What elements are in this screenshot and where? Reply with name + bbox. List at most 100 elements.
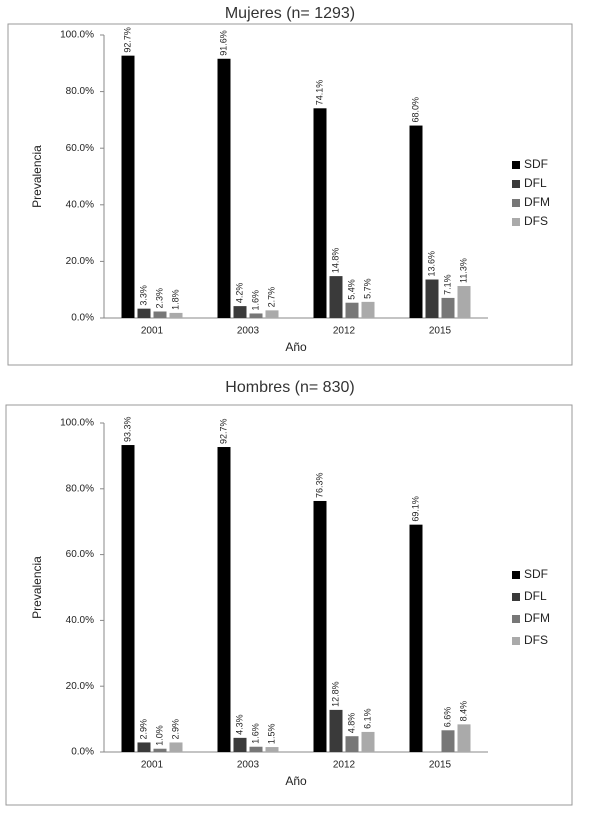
legend-swatch <box>512 615 520 623</box>
legend-label: DFM <box>524 611 550 625</box>
value-label: 4.3% <box>234 714 244 735</box>
value-label: 14.8% <box>330 248 340 274</box>
y-tick-label: 60.0% <box>66 549 94 560</box>
legend-label: DFS <box>524 214 548 228</box>
value-label: 91.6% <box>218 30 228 56</box>
y-tick-label: 20.0% <box>66 256 94 267</box>
x-tick-label: 2012 <box>333 326 356 337</box>
value-label: 2.7% <box>266 287 276 308</box>
legend-swatch <box>512 637 520 645</box>
y-tick-label: 100.0% <box>60 30 94 41</box>
value-label: 5.4% <box>346 279 356 300</box>
value-label: 69.1% <box>410 496 420 522</box>
value-label: 6.1% <box>362 708 372 729</box>
value-label: 1.6% <box>250 723 260 744</box>
bar <box>153 748 167 752</box>
y-tick-label: 80.0% <box>66 86 94 97</box>
bar <box>313 500 327 752</box>
bar <box>441 297 455 318</box>
value-label: 92.7% <box>218 418 228 444</box>
legend-swatch <box>512 161 520 169</box>
bar <box>457 286 471 318</box>
value-label: 1.6% <box>250 290 260 311</box>
bar <box>265 747 279 752</box>
bar <box>169 312 183 318</box>
value-label: 1.5% <box>266 724 276 745</box>
value-label: 93.3% <box>122 417 132 443</box>
value-label: 4.8% <box>346 713 356 734</box>
legend-label: DFM <box>524 195 550 209</box>
y-tick-label: 40.0% <box>66 199 94 210</box>
x-tick-label: 2012 <box>333 760 356 771</box>
legend-label: DFL <box>524 589 547 603</box>
x-tick-label: 2015 <box>429 326 452 337</box>
value-label: 7.1% <box>442 274 452 295</box>
y-tick-label: 0.0% <box>71 747 94 758</box>
bar <box>313 108 327 318</box>
chart-frame <box>5 404 573 806</box>
bar <box>233 737 247 752</box>
bar <box>169 742 183 752</box>
value-label: 8.4% <box>458 701 468 722</box>
y-axis-title: Prevalencia <box>30 145 44 208</box>
bar <box>217 447 231 752</box>
y-tick-label: 40.0% <box>66 615 94 626</box>
value-label: 1.0% <box>154 725 164 746</box>
x-axis-title: Año <box>285 774 307 788</box>
y-tick-label: 80.0% <box>66 483 94 494</box>
value-label: 6.6% <box>442 707 452 728</box>
bar <box>121 55 135 319</box>
bar <box>329 276 343 318</box>
legend-label: DFS <box>524 633 548 647</box>
legend-label: SDF <box>524 567 548 581</box>
chart-frame <box>7 23 573 366</box>
legend-swatch <box>512 218 520 226</box>
bar <box>345 302 359 318</box>
x-tick-label: 2015 <box>429 760 452 771</box>
bar <box>153 311 167 318</box>
bar <box>441 730 455 752</box>
value-label: 4.2% <box>234 283 244 304</box>
legend-label: SDF <box>524 157 548 171</box>
bar <box>265 310 279 318</box>
y-tick-label: 60.0% <box>66 143 94 154</box>
chart-title: Mujeres (n= 1293) <box>225 5 355 22</box>
value-label: 1.8% <box>170 289 180 310</box>
value-label: 5.7% <box>362 278 372 299</box>
bar <box>361 301 375 318</box>
value-label: 3.3% <box>138 285 148 306</box>
bar <box>345 736 359 752</box>
x-tick-label: 2001 <box>141 326 164 337</box>
bar <box>249 746 263 752</box>
legend-label: DFL <box>524 176 547 190</box>
value-label: 92.7% <box>122 27 132 53</box>
y-tick-label: 20.0% <box>66 681 94 692</box>
value-label: 11.3% <box>458 258 468 283</box>
value-label: 76.3% <box>314 472 324 498</box>
bar <box>121 445 135 752</box>
value-label: 12.8% <box>330 681 340 707</box>
bar <box>457 724 471 752</box>
legend-swatch <box>512 199 520 207</box>
value-label: 74.1% <box>314 80 324 106</box>
bar <box>409 524 423 752</box>
bar <box>137 742 151 752</box>
bar <box>361 731 375 752</box>
value-label: 2.3% <box>154 288 164 309</box>
legend-swatch <box>512 571 520 579</box>
legend-swatch <box>512 593 520 601</box>
bar <box>137 308 151 318</box>
bar <box>409 125 423 318</box>
bar <box>329 709 343 752</box>
y-axis-title: Prevalencia <box>30 556 44 619</box>
y-tick-label: 100.0% <box>60 418 94 429</box>
legend-swatch <box>512 180 520 188</box>
value-label: 2.9% <box>138 719 148 740</box>
x-axis-title: Año <box>285 340 307 354</box>
x-tick-label: 2003 <box>237 326 260 337</box>
value-label: 13.6% <box>426 251 436 277</box>
value-label: 68.0% <box>410 97 420 123</box>
x-tick-label: 2003 <box>237 760 260 771</box>
bar <box>249 313 263 318</box>
